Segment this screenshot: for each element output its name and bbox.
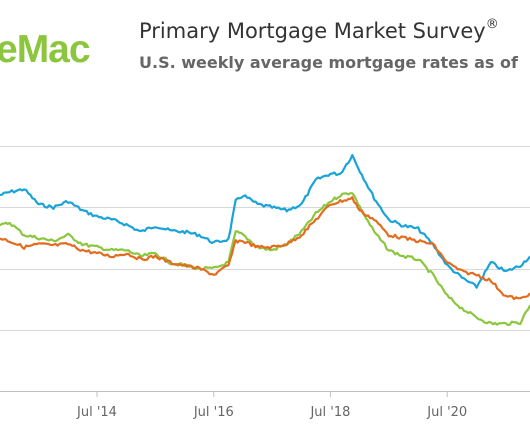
series-line-2 (0, 192, 530, 326)
x-tick-label: Jul '20 (426, 405, 467, 420)
page-subtitle: U.S. weekly average mortgage rates as of (139, 53, 518, 72)
x-tick-label: Jul '16 (193, 405, 234, 420)
x-tick-label: Jul '14 (76, 405, 117, 420)
gridlines (0, 146, 530, 392)
series-line-1 (0, 154, 530, 289)
series-line-3 (0, 196, 530, 301)
series-lines (0, 154, 530, 326)
brand-logo: eMac (0, 28, 91, 71)
x-axis-ticks: Jul '14 Jul '16 Jul '18 Jul '20 (76, 391, 467, 420)
title-text: Primary Mortgage Market Survey (139, 19, 486, 43)
page-title: Primary Mortgage Market Survey® (139, 17, 499, 44)
registered-mark: ® (485, 17, 499, 32)
logo-text: eMac (0, 28, 91, 71)
x-tick-label: Jul '18 (309, 405, 350, 420)
